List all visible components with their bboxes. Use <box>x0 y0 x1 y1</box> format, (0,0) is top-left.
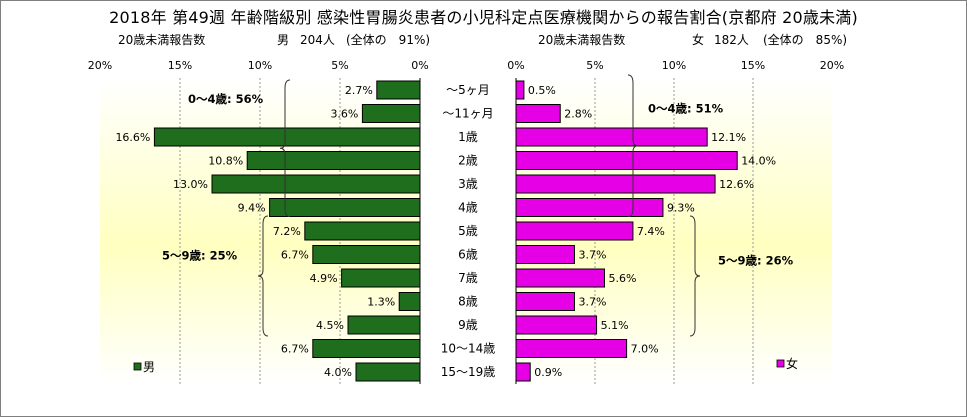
female-bar <box>515 268 605 288</box>
male-legend-swatch <box>133 362 142 371</box>
female-data-label: 2.8% <box>564 108 592 121</box>
female-bracket-label-0-4: 0～4歳: 51% <box>648 102 724 116</box>
male-data-label: 16.6% <box>115 131 150 144</box>
male-legend-label: 男 <box>143 360 155 374</box>
male-data-label: 3.6% <box>330 108 358 121</box>
female-x-tick-label: 0% <box>507 59 524 72</box>
female-bar <box>515 362 531 382</box>
female-bar <box>515 104 561 123</box>
male-data-label: 6.7% <box>281 343 309 356</box>
female-legend-swatch <box>776 359 785 368</box>
female-bar <box>515 151 738 170</box>
male-data-label: 6.7% <box>281 249 309 262</box>
female-x-tick-label: 10% <box>662 59 686 72</box>
male-bar <box>312 339 421 358</box>
female-bar <box>515 339 628 358</box>
male-bar <box>269 198 421 217</box>
category-label: ～11ヶ月 <box>442 107 493 121</box>
female-data-label: 0.5% <box>528 84 556 97</box>
female-data-label: 5.6% <box>608 272 636 285</box>
female-x-tick-label: 15% <box>741 59 765 72</box>
male-bar <box>355 362 421 382</box>
male-bar <box>398 292 421 311</box>
female-data-label: 7.4% <box>637 225 665 238</box>
female-bar <box>515 80 525 100</box>
female-data-label: 0.9% <box>534 366 562 379</box>
male-data-label: 1.3% <box>367 296 395 309</box>
category-label: 3歳 <box>458 177 478 191</box>
male-bar <box>153 127 421 147</box>
category-label: 9歳 <box>458 318 478 332</box>
male-bar <box>376 80 421 100</box>
male-bracket-label-5-9: 5～9歳: 25% <box>162 249 238 263</box>
male-data-label: 2.7% <box>345 84 373 97</box>
male-count: 204人 <box>300 33 335 47</box>
female-data-label: 7.0% <box>631 343 659 356</box>
male-bar <box>246 151 421 170</box>
female-bar <box>515 198 664 217</box>
male-reports-label: 20歳未満報告数 <box>118 33 206 47</box>
category-label: 7歳 <box>458 271 478 285</box>
male-bar <box>211 174 421 194</box>
male-x-tick-label: 5% <box>331 59 348 72</box>
female-data-label: 12.1% <box>711 131 746 144</box>
male-x-tick-label: 10% <box>248 59 272 72</box>
female-bar <box>515 127 708 147</box>
female-data-label: 5.1% <box>601 319 629 332</box>
female-data-label: 12.6% <box>719 178 754 191</box>
female-data-label: 14.0% <box>741 155 776 168</box>
female-bar <box>515 292 575 311</box>
female-share: (全体の 85%) <box>763 33 848 47</box>
male-data-label: 4.9% <box>310 272 338 285</box>
female-count: 182人 <box>714 33 749 47</box>
category-label: 2歳 <box>458 154 478 168</box>
female-bracket-label-5-9: 5～9歳: 26% <box>718 254 794 268</box>
male-data-label: 10.8% <box>208 155 243 168</box>
male-data-label: 9.4% <box>238 202 266 215</box>
male-x-tick-label: 20% <box>88 59 112 72</box>
female-legend-label: 女 <box>786 356 798 371</box>
category-label: 5歳 <box>458 224 478 238</box>
male-bracket-label-0-4: 0～4歳: 56% <box>188 92 264 106</box>
female-data-label: 3.7% <box>578 296 606 309</box>
female-x-tick-label: 20% <box>820 59 844 72</box>
category-label: 4歳 <box>458 201 478 215</box>
chart-title: 2018年 第49週 年齢階級別 感染性胃腸炎患者の小児科定点医療機関からの報告… <box>109 8 858 27</box>
male-x-tick-label: 0% <box>411 59 428 72</box>
female-x-tick-label: 5% <box>586 59 603 72</box>
male-bar <box>312 245 421 264</box>
male-data-label: 4.0% <box>324 366 352 379</box>
female-bracket-5-9 <box>689 215 701 337</box>
male-x-tick-label: 15% <box>168 59 192 72</box>
male-bar <box>361 104 421 123</box>
female-sex-label: 女 <box>692 33 705 47</box>
male-bracket-5-9 <box>257 215 269 337</box>
category-label: 8歳 <box>458 295 478 309</box>
male-bracket-0-4 <box>279 79 291 217</box>
female-data-label: 3.7% <box>578 249 606 262</box>
female-data-label: 9.3% <box>667 202 695 215</box>
category-label: ～5ヶ月 <box>446 83 490 97</box>
female-reports-label: 20歳未満報告数 <box>538 33 626 47</box>
female-bracket-0-4 <box>627 74 639 217</box>
category-label: 10～14歳 <box>441 342 496 356</box>
male-bar <box>347 315 421 335</box>
male-bar <box>341 268 421 288</box>
male-bar <box>304 221 421 241</box>
female-bar <box>515 174 716 194</box>
category-label: 6歳 <box>458 248 478 262</box>
male-data-label: 7.2% <box>273 225 301 238</box>
female-bar <box>515 245 575 264</box>
male-data-label: 13.0% <box>173 178 208 191</box>
category-label: 15～19歳 <box>441 365 496 379</box>
female-bar <box>515 221 634 241</box>
male-sex-label: 男 <box>277 33 290 47</box>
category-label: 1歳 <box>458 130 478 144</box>
male-data-label: 4.5% <box>316 319 344 332</box>
male-share: (全体の 91%) <box>346 33 431 47</box>
female-bar <box>515 315 598 335</box>
